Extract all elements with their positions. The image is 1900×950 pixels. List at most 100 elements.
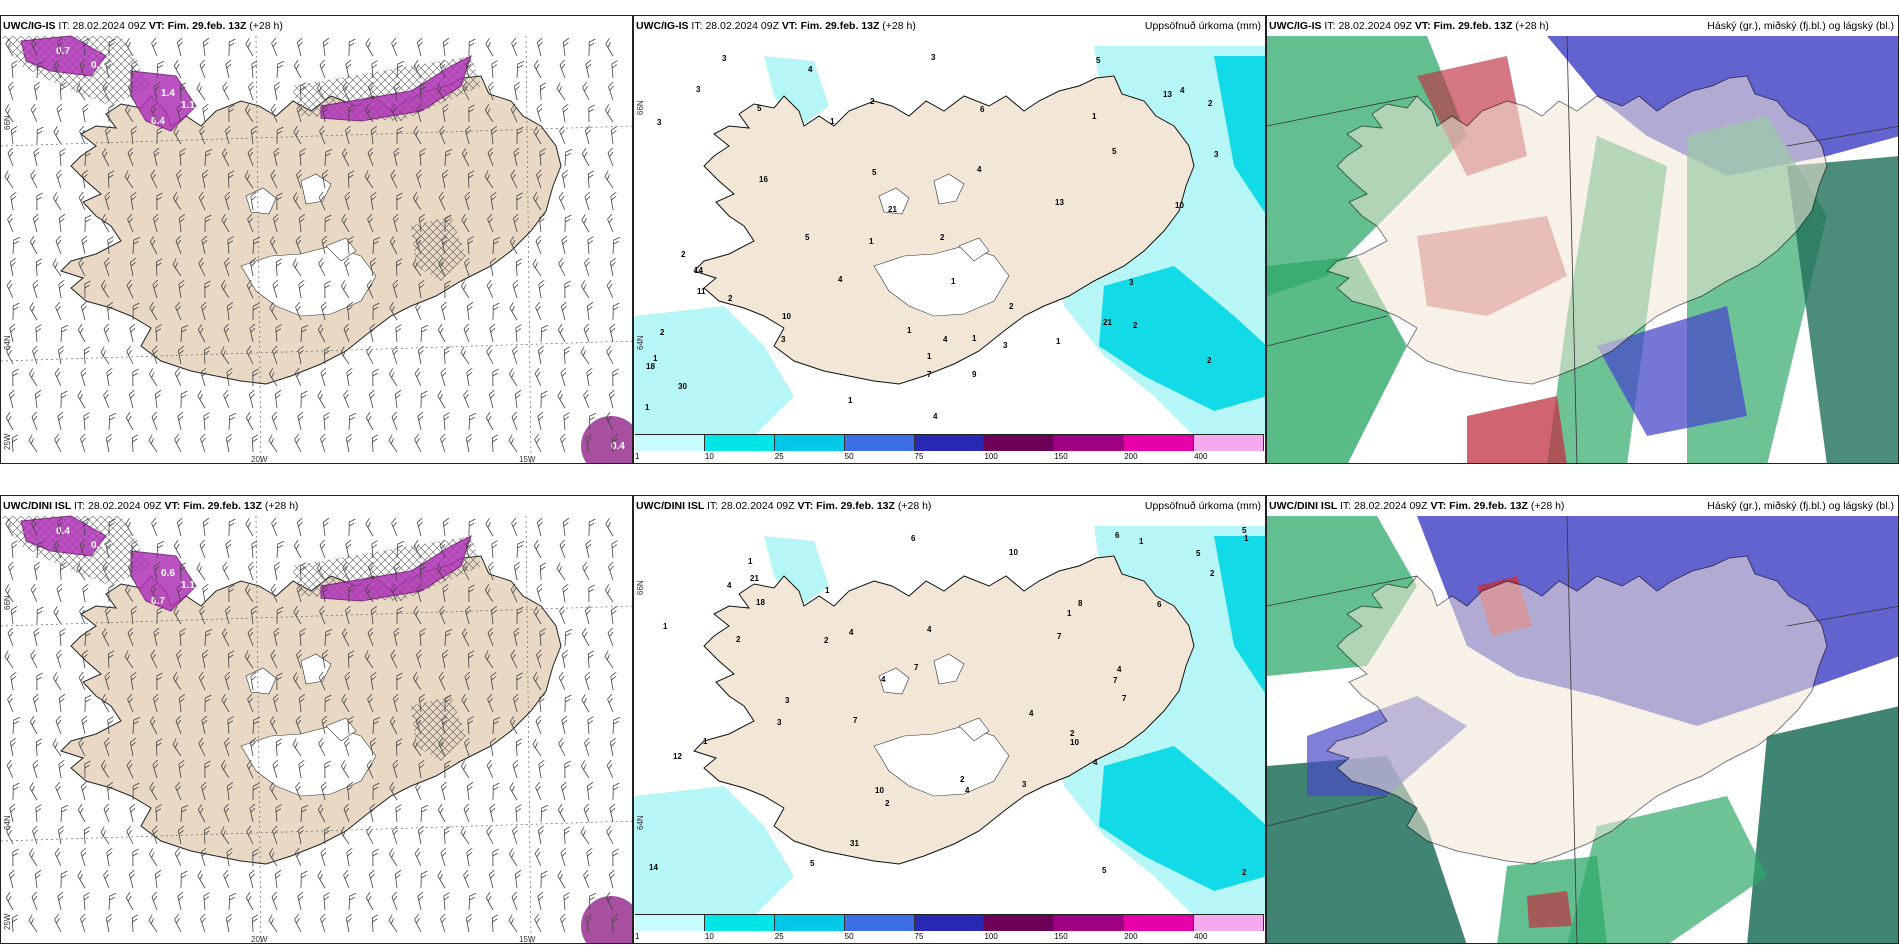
wind-barb (368, 389, 375, 409)
precip-amount-label: 21 (1103, 318, 1112, 327)
wind-barb (393, 147, 400, 167)
glacier-area (933, 173, 965, 205)
wind-barb (245, 411, 254, 431)
wind-barb (272, 825, 278, 845)
precip-amount-label: 13 (1163, 90, 1172, 99)
wind-barb (586, 367, 593, 387)
vt-label: VT: (1430, 500, 1450, 512)
wind-barb (322, 583, 329, 603)
wind-barb (585, 539, 592, 559)
wind-barb (460, 826, 470, 845)
colorbar-swatch (1054, 435, 1125, 451)
wind-barb (612, 848, 619, 867)
panel-header: UWC/IG-IS IT: 28.02.2024 09Z VT: Fim. 29… (636, 20, 916, 32)
wind-barb (348, 412, 357, 431)
wind-barb (318, 257, 326, 277)
wind-barb (173, 539, 182, 559)
wind-barb (84, 214, 92, 233)
wind-barb (581, 214, 590, 233)
wind-barb (246, 825, 254, 845)
precip-amount-label: 3 (1214, 150, 1219, 159)
panel-header: UWC/DINI ISL IT: 28.02.2024 09Z VT: Fim.… (1269, 500, 1564, 512)
wind-barb (199, 59, 206, 79)
wind-barb (347, 170, 355, 189)
wind-barb (611, 540, 618, 559)
boundary-line (1267, 575, 1418, 607)
wind-barb (56, 583, 63, 603)
it-label: IT: (691, 20, 706, 32)
wind-barb (369, 323, 376, 343)
wind-barb (371, 540, 378, 559)
wind-barb (512, 345, 518, 365)
wind-barb (392, 759, 399, 779)
wind-barb (561, 169, 568, 189)
longitude-label: 20W (251, 455, 268, 464)
wind-barb (413, 59, 422, 79)
wind-barb (252, 236, 261, 255)
wind-barb (7, 213, 14, 233)
wind-barb (367, 693, 374, 713)
wind-barb (128, 81, 134, 101)
precip-amount-label: 8 (1078, 599, 1083, 608)
wind-barb (608, 81, 614, 101)
precip-amount-label: 4 (1029, 709, 1034, 718)
precip-amount-label: 4 (965, 786, 970, 795)
wind-barb (462, 81, 470, 101)
precip-purple-area (320, 535, 472, 602)
wind-barb (489, 737, 496, 757)
wind-barb (587, 716, 594, 735)
wind-barb (36, 540, 45, 559)
wind-barb (484, 170, 494, 189)
wind-barb (53, 672, 62, 691)
wind-barb (320, 847, 327, 867)
wind-barb (79, 539, 86, 559)
wind-barb (609, 803, 616, 823)
wind-barb (606, 345, 614, 365)
vt-value: Fim. 29.feb. 13Z (816, 500, 898, 512)
wind-barb (5, 891, 14, 911)
wind-barb (227, 236, 234, 255)
wind-barb (247, 693, 254, 713)
colorbar-label: 400 (1194, 452, 1208, 461)
wind-barb (248, 81, 254, 101)
wind-barb (125, 891, 134, 911)
wind-barb (199, 605, 206, 625)
precip-amount-label: 1 (1244, 534, 1249, 543)
wind-barb (225, 913, 232, 933)
wind-barb (538, 759, 545, 779)
wind-barb (606, 759, 614, 779)
wind-barb (31, 891, 38, 911)
wind-barb (444, 280, 451, 299)
precip-area (1099, 746, 1265, 891)
wind-barb (175, 301, 182, 321)
wind-barb (564, 694, 572, 713)
wind-barb (414, 913, 422, 933)
wind-barb (174, 913, 182, 933)
colorbar-label: 1 (635, 452, 640, 461)
wind-barb (535, 715, 542, 735)
wind-barb (465, 59, 472, 79)
wind-barb (252, 782, 260, 801)
wind-barb (36, 60, 45, 79)
precip-amount-label: 4 (838, 275, 843, 284)
wind-barb (221, 627, 230, 647)
wind-barb (35, 738, 43, 757)
wind-barb (12, 302, 20, 321)
wind-barb (369, 803, 376, 823)
wind-barb (416, 37, 423, 57)
wind-barb (461, 694, 470, 713)
wind-barb (389, 368, 398, 387)
wind-barb (441, 235, 448, 255)
wind-barb (5, 104, 14, 123)
colorbar-label: 100 (984, 452, 998, 461)
wind-barb (490, 671, 497, 691)
wind-barb (300, 804, 309, 823)
wind-barb (102, 561, 110, 581)
wind-barb (461, 760, 470, 779)
wind-barb (296, 103, 303, 123)
wind-barb (108, 104, 115, 123)
wind-barb (177, 891, 184, 911)
wind-barb (490, 606, 498, 625)
wind-barb (441, 649, 448, 669)
precip-amount-label: 3 (781, 335, 786, 344)
